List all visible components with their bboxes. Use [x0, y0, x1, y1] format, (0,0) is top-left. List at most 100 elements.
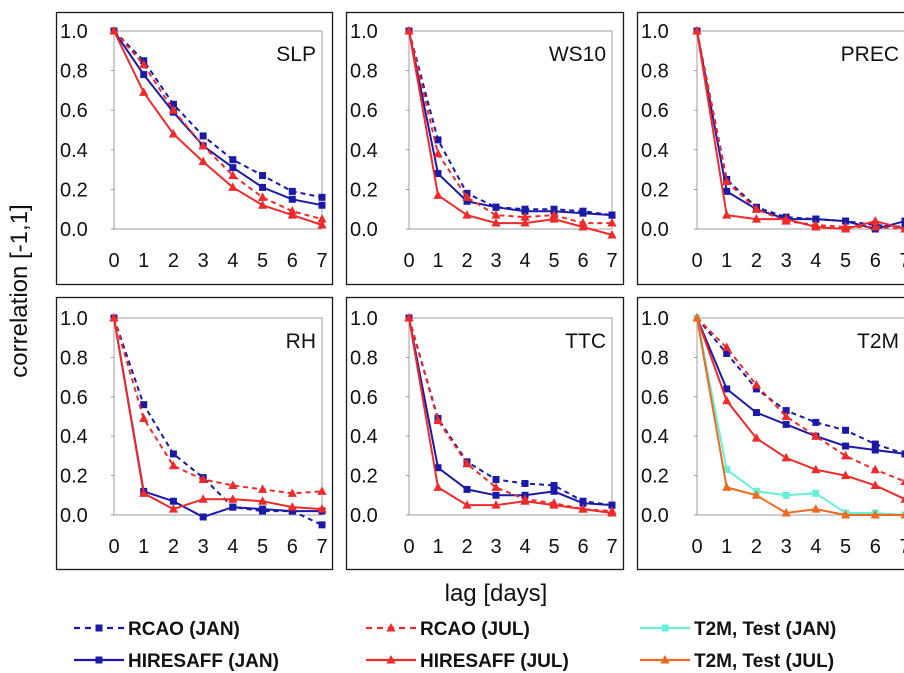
y-tick-label: 0.4 — [350, 140, 378, 162]
panel-title: PREC — [841, 43, 899, 66]
y-tick-label: 0.8 — [641, 347, 669, 369]
x-tick-label: 6 — [287, 536, 298, 558]
data-point-hiresaff-jan — [609, 212, 616, 219]
panel-rh: 0.0 0.2 0.4 0.6 0.8 1.0 0 1 2 3 4 5 6 7 RH — [57, 298, 333, 570]
x-tick-label: 5 — [257, 536, 268, 558]
x-tick-label: 7 — [316, 536, 327, 558]
data-point-rcao-jan — [493, 476, 500, 483]
y-tick-label: 0.8 — [350, 347, 378, 369]
x-tick-label: 2 — [168, 536, 179, 558]
y-tick-label: 0.0 — [60, 505, 88, 527]
y-tick-label: 1.0 — [641, 308, 669, 330]
x-tick-label: 1 — [138, 536, 149, 558]
legend-item-rcao-jan: RCAO (JAN) — [74, 619, 240, 640]
x-tick-label: 6 — [577, 536, 588, 558]
data-point-hiresaff-jan — [319, 202, 326, 209]
y-tick-label: 0.2 — [60, 466, 88, 488]
data-point-rcao-jan — [229, 156, 236, 163]
x-tick-label: 6 — [870, 536, 881, 558]
data-point-t2m-test-jan — [812, 490, 819, 497]
x-tick-label: 3 — [490, 250, 501, 272]
data-point-rcao-jan — [842, 427, 849, 434]
x-tick-label: 4 — [227, 536, 238, 558]
x-tick-label: 0 — [691, 250, 702, 272]
y-tick-label: 0.2 — [350, 466, 378, 488]
x-tick-label: 2 — [751, 250, 762, 272]
data-point-hiresaff-jan — [493, 492, 500, 499]
data-point-rcao-jan — [170, 450, 177, 457]
y-tick-label: 0.4 — [641, 426, 669, 448]
x-tick-label: 0 — [691, 536, 702, 558]
y-tick-label: 0.4 — [641, 140, 669, 162]
x-tick-label: 4 — [810, 536, 821, 558]
x-tick-label: 0 — [403, 250, 414, 272]
data-point-hiresaff-jan — [170, 498, 177, 505]
x-tick-label: 6 — [577, 250, 588, 272]
data-point-rcao-jan — [200, 132, 207, 139]
y-tick-label: 0.2 — [641, 466, 669, 488]
x-tick-label: 7 — [606, 536, 617, 558]
panel-slp: 0.00.20.40.60.81.00 1 2 3 4 5 6 7SLP — [57, 13, 333, 285]
x-tick-label: 2 — [751, 536, 762, 558]
x-tick-label: 1 — [432, 536, 443, 558]
y-tick-label: 0.8 — [641, 61, 669, 83]
y-tick-label: 0.8 — [60, 61, 88, 83]
x-tick-label: 4 — [227, 250, 238, 272]
legend-marker — [662, 625, 669, 632]
data-point-hiresaff-jan — [140, 71, 147, 78]
x-tick-label: 2 — [168, 250, 179, 272]
y-tick-label: 1.0 — [350, 21, 378, 43]
legend-item-hiresaff-jan: HIRESAFF (JAN) — [74, 651, 279, 672]
y-tick-label: 0.6 — [350, 100, 378, 122]
legend-label: HIRESAFF (JUL) — [420, 651, 569, 672]
legend-label: RCAO (JUL) — [420, 619, 530, 640]
x-tick-label: 7 — [899, 250, 904, 272]
y-tick-label: 0.0 — [350, 505, 378, 527]
y-tick-label: 0.6 — [641, 100, 669, 122]
x-tick-label: 0 — [108, 250, 119, 272]
data-point-rcao-jan — [319, 521, 326, 528]
x-tick-label: 0 — [403, 536, 414, 558]
x-tick-label: 6 — [287, 250, 298, 272]
y-tick-label: 0.4 — [350, 426, 378, 448]
data-point-hiresaff-jan — [783, 421, 790, 428]
legend-marker — [386, 623, 395, 632]
data-point-hiresaff-jan — [259, 506, 266, 513]
x-tick-label: 1 — [721, 536, 732, 558]
x-tick-label: 4 — [519, 536, 530, 558]
y-tick-label: 1.0 — [641, 21, 669, 43]
data-point-hiresaff-jan — [842, 443, 849, 450]
legend-item-t2m-test-jul: T2M, Test (JUL) — [640, 651, 834, 672]
y-axis-label: correlation [-1,1] — [6, 204, 33, 377]
y-tick-label: 1.0 — [60, 21, 88, 43]
panel-title: SLP — [276, 43, 316, 66]
data-point-hiresaff-jan — [872, 446, 879, 453]
x-tick-label: 1 — [432, 250, 443, 272]
x-tick-label: 7 — [899, 536, 904, 558]
data-point-hiresaff-jan — [229, 504, 236, 511]
x-tick-label: 3 — [490, 536, 501, 558]
data-point-hiresaff-jan — [493, 204, 500, 211]
x-tick-label: 4 — [810, 250, 821, 272]
data-point-rcao-jan — [289, 188, 296, 195]
x-tick-label: 0 — [108, 536, 119, 558]
x-tick-label: 7 — [316, 250, 327, 272]
panel-title: RH — [286, 330, 316, 353]
x-tick-label: 2 — [461, 536, 472, 558]
legend: RCAO (JAN) HIRESAFF (JAN) RCAO (JUL) HIRESA… — [74, 619, 836, 672]
panel-t2m: 0.00.20.40.60.81.001234567T2M — [638, 298, 904, 570]
legend-marker — [96, 657, 103, 664]
x-tick-label: 1 — [721, 250, 732, 272]
y-tick-label: 0.4 — [60, 426, 88, 448]
y-tick-label: 0.2 — [350, 179, 378, 201]
x-tick-label: 5 — [548, 250, 559, 272]
panel-ws10: 0.0 0.2 0.4 0.6 0.8 1.0 0 1 2 3 4 5 6 7 WS10 — [347, 13, 624, 285]
data-point-hiresaff-jan — [289, 196, 296, 203]
x-tick-label: 5 — [257, 250, 268, 272]
data-point-rcao-jan — [259, 172, 266, 179]
panel-ttc: 0.00.20.40.60.81.00 1 2 3 4 5 6 7TTC — [347, 298, 624, 570]
panel-prec: 0.00.20.40.60.81.001234567PREC — [638, 13, 904, 285]
legend-label: RCAO (JAN) — [128, 619, 240, 640]
y-tick-label: 0.0 — [60, 219, 88, 241]
